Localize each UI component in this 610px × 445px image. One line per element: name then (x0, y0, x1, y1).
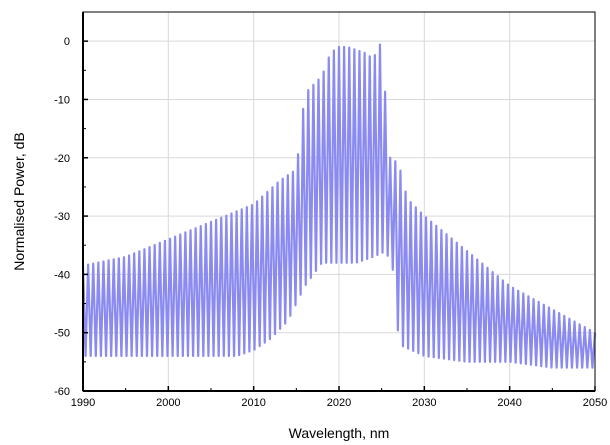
x-tick-label: 2040 (497, 397, 521, 409)
y-tick-label: -40 (54, 269, 70, 281)
y-tick-label: -50 (54, 328, 70, 340)
x-tick-label: 2010 (241, 397, 265, 409)
y-tick-label: -10 (54, 94, 70, 106)
x-tick-label: 2030 (412, 397, 436, 409)
y-tick-label: 0 (64, 36, 70, 48)
x-tick-label: 2050 (583, 397, 607, 409)
y-axis-label: Normalised Power, dB (11, 132, 27, 271)
x-axis-label: Wavelength, nm (289, 425, 390, 441)
y-tick-label: -20 (54, 153, 70, 165)
ticks: 1990 2000 2010 2020 2030 2040 2050 0 -10 -20 -30 -4… (54, 11, 607, 409)
series-spectrum (81, 43, 597, 369)
y-tick-label: -30 (54, 211, 70, 223)
x-tick-label: 2000 (156, 397, 180, 409)
x-tick-label: 1990 (71, 397, 95, 409)
x-tick-label: 2020 (327, 397, 351, 409)
y-tick-label: -60 (54, 386, 70, 398)
spectrum-line (81, 43, 597, 369)
